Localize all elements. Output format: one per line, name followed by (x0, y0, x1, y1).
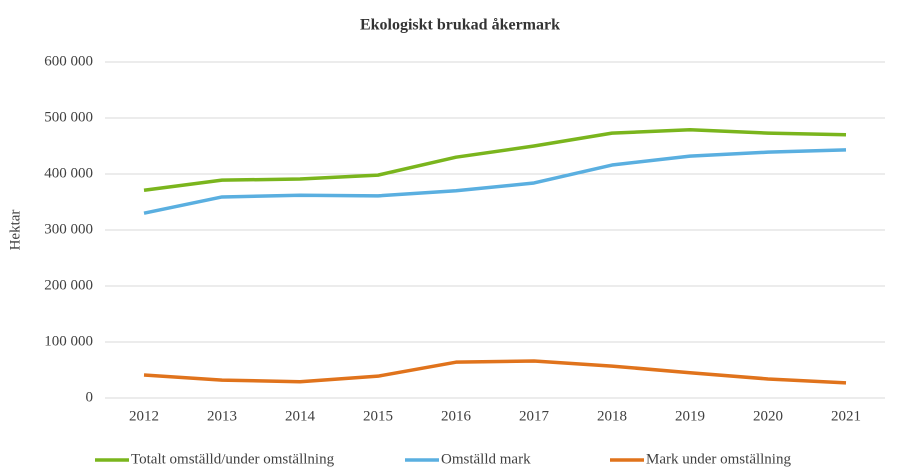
x-tick-label: 2020 (753, 408, 783, 424)
series-line (143, 359, 847, 385)
x-tick-label: 2012 (129, 408, 159, 424)
x-tick-label: 2018 (597, 408, 627, 424)
y-tick-label: 500 000 (44, 109, 93, 125)
y-tick-label: 100 000 (44, 333, 93, 349)
x-tick-label: 2014 (285, 408, 316, 424)
legend-label: Totalt omställd/under omställning (131, 451, 335, 467)
x-tick-label: 2021 (831, 408, 861, 424)
series-line (143, 148, 847, 215)
y-tick-label: 200 000 (44, 277, 93, 293)
y-axis-label: Hektar (7, 210, 23, 251)
y-tick-label: 600 000 (44, 53, 93, 69)
x-tick-label: 2015 (363, 408, 393, 424)
y-tick-label: 300 000 (44, 221, 93, 237)
legend-label: Mark under omställning (646, 451, 791, 467)
x-tick-label: 2013 (207, 408, 237, 424)
x-tick-label: 2019 (675, 408, 705, 424)
chart-title: Ekologiskt brukad åkermark (360, 17, 560, 34)
series-line (143, 128, 847, 192)
x-tick-label: 2016 (441, 408, 472, 424)
y-tick-label: 0 (86, 389, 94, 405)
legend-label: Omställd mark (441, 451, 531, 467)
y-tick-label: 400 000 (44, 165, 93, 181)
x-tick-label: 2017 (519, 408, 550, 424)
